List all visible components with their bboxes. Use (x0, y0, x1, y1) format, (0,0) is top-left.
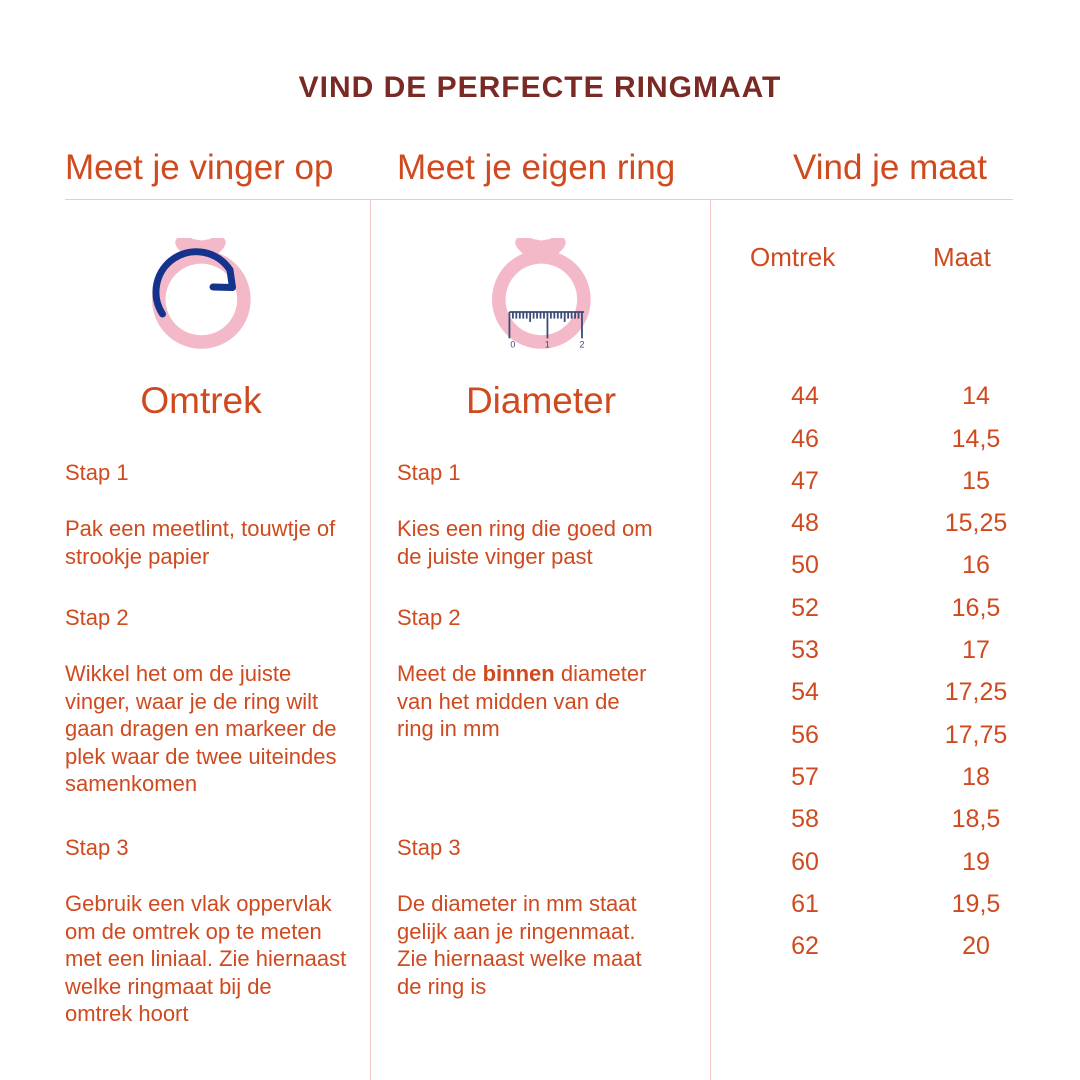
svg-text:0: 0 (510, 339, 515, 348)
svg-text:2: 2 (579, 339, 584, 348)
svg-text:1: 1 (545, 339, 550, 348)
